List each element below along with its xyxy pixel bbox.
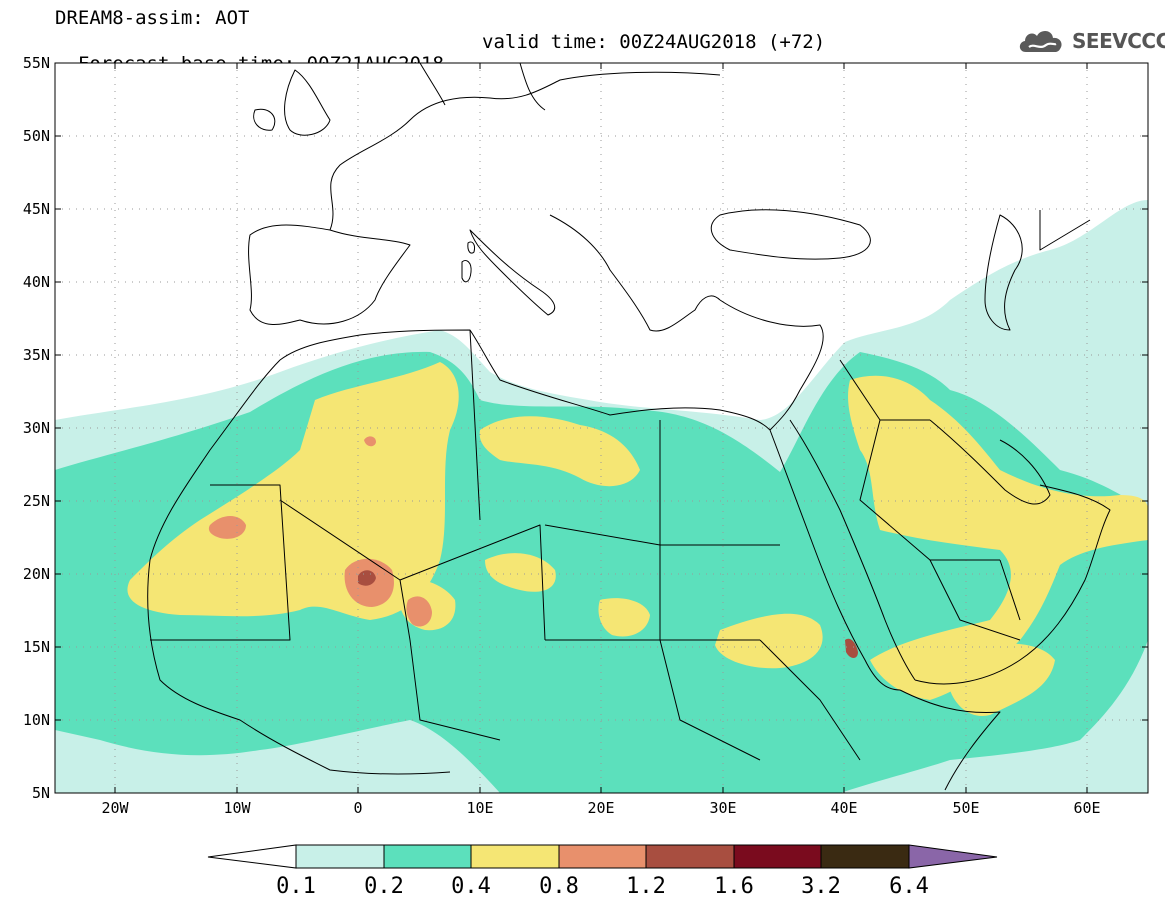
- colorbar-label: 0.1: [276, 874, 316, 899]
- colorbar-label: 1.6: [714, 874, 754, 899]
- lon-label: 20W: [101, 799, 129, 817]
- axis-ticks: [55, 63, 1148, 793]
- lat-label: 25N: [23, 492, 50, 510]
- aot-level-0-8-mauritania: [208, 516, 246, 539]
- lat-label: 20N: [23, 565, 50, 583]
- lon-label: 50E: [952, 799, 979, 817]
- aot-level-0-8-niger: [406, 596, 432, 627]
- aot-level-0-4-mali: [598, 598, 650, 637]
- lon-label: 10W: [223, 799, 251, 817]
- colorbar-label: 3.2: [801, 874, 841, 899]
- lon-labels: 20W 10W 0 10E 20E 30E 40E 50E 60E: [101, 799, 1100, 817]
- coastlines-borders: [147, 62, 1111, 791]
- lat-label: 55N: [23, 54, 50, 72]
- aot-level-1-2-eritrea: [845, 638, 858, 658]
- colorbar-label: 0.2: [364, 874, 404, 899]
- colorbar-label: 0.8: [539, 874, 579, 899]
- lat-label: 45N: [23, 200, 50, 218]
- lon-label: 60E: [1073, 799, 1100, 817]
- aot-level-0-4-sudan: [715, 613, 823, 669]
- colorbar-label: 1.2: [626, 874, 666, 899]
- colorbar-swatch: [295, 844, 385, 869]
- lat-label: 40N: [23, 273, 50, 291]
- aot-level-0-4-yemen: [950, 643, 1055, 716]
- colorbar-label: 0.4: [451, 874, 491, 899]
- lat-label: 30N: [23, 419, 50, 437]
- colorbar-swatch: [558, 844, 647, 869]
- colorbar-swatch: [820, 844, 910, 869]
- colorbar-over-arrow: [908, 844, 998, 869]
- logo-text: SEEVCCC: [1072, 29, 1165, 53]
- seevccc-logo: SEEVCCC: [1016, 26, 1165, 56]
- aot-level-0-4-arabia: [848, 375, 1148, 700]
- lat-label: 5N: [32, 784, 50, 802]
- colorbar: 0.1 0.2 0.4 0.8 1.2 1.6 3.2 6.4: [207, 844, 998, 899]
- valid-time: valid time: 00Z24AUG2018 (+72): [482, 31, 826, 53]
- lon-label: 20E: [587, 799, 614, 817]
- colorbar-swatch: [733, 844, 822, 869]
- colorbar-under-arrow: [207, 844, 297, 869]
- aot-level-0-4-libya: [479, 416, 640, 487]
- lon-label: 0: [353, 799, 362, 817]
- colorbar-swatch: [645, 844, 735, 869]
- lat-labels: 55N 50N 45N 40N 35N 30N 25N 20N 15N 10N …: [23, 54, 50, 802]
- lon-label: 40E: [830, 799, 857, 817]
- lon-label: 30E: [709, 799, 736, 817]
- lon-label: 10E: [466, 799, 493, 817]
- aot-level-0-8-algeria-north: [364, 436, 376, 447]
- aot-level-0-4-chad: [485, 553, 556, 592]
- colorbar-label: 6.4: [889, 874, 929, 899]
- lat-label: 35N: [23, 346, 50, 364]
- colorbar-swatch: [470, 844, 560, 869]
- cloud-icon: [1019, 30, 1062, 52]
- lat-label: 50N: [23, 127, 50, 145]
- lat-label: 15N: [23, 638, 50, 656]
- aot-field: [55, 200, 1148, 793]
- aot-level-1-2-mali: [358, 570, 376, 586]
- map-title: DREAM8-assim: AOT: [55, 7, 250, 29]
- graticule: [55, 63, 1148, 793]
- aot-level-0-4-sahara-west: [127, 362, 459, 620]
- lat-label: 10N: [23, 711, 50, 729]
- colorbar-swatch: [383, 844, 472, 869]
